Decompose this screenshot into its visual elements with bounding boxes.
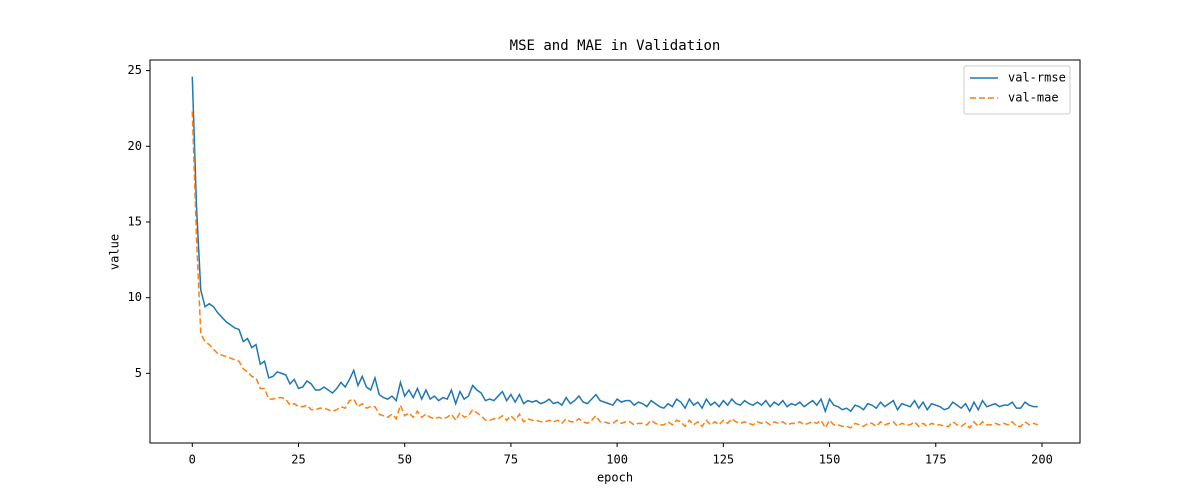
- x-tick-label: 200: [1031, 453, 1053, 467]
- x-axis-label: epoch: [597, 471, 633, 485]
- axes-frame: [149, 59, 1081, 444]
- chart-title: MSE and MAE in Validation: [510, 38, 721, 54]
- x-tick-label: 125: [712, 453, 734, 467]
- legend-label: val-rmse: [1008, 71, 1066, 85]
- x-tick-label: 150: [819, 453, 841, 467]
- series-line: [191, 111, 1038, 430]
- x-tick-label: 75: [504, 453, 518, 467]
- y-tick-label: 20: [128, 139, 142, 153]
- x-tick-label: 50: [397, 453, 411, 467]
- y-tick-label: 5: [135, 366, 142, 380]
- x-tick-label: 0: [189, 453, 196, 467]
- legend-label: val-mae: [1008, 91, 1059, 105]
- y-tick-label: 15: [128, 214, 142, 228]
- y-axis-label: value: [108, 234, 122, 270]
- x-tick-label: 25: [291, 453, 305, 467]
- y-tick-label: 10: [128, 290, 142, 304]
- y-tick-label: 25: [128, 63, 142, 77]
- x-tick-label: 175: [925, 453, 947, 467]
- x-tick-label: 100: [606, 453, 628, 467]
- series-line: [191, 76, 1038, 414]
